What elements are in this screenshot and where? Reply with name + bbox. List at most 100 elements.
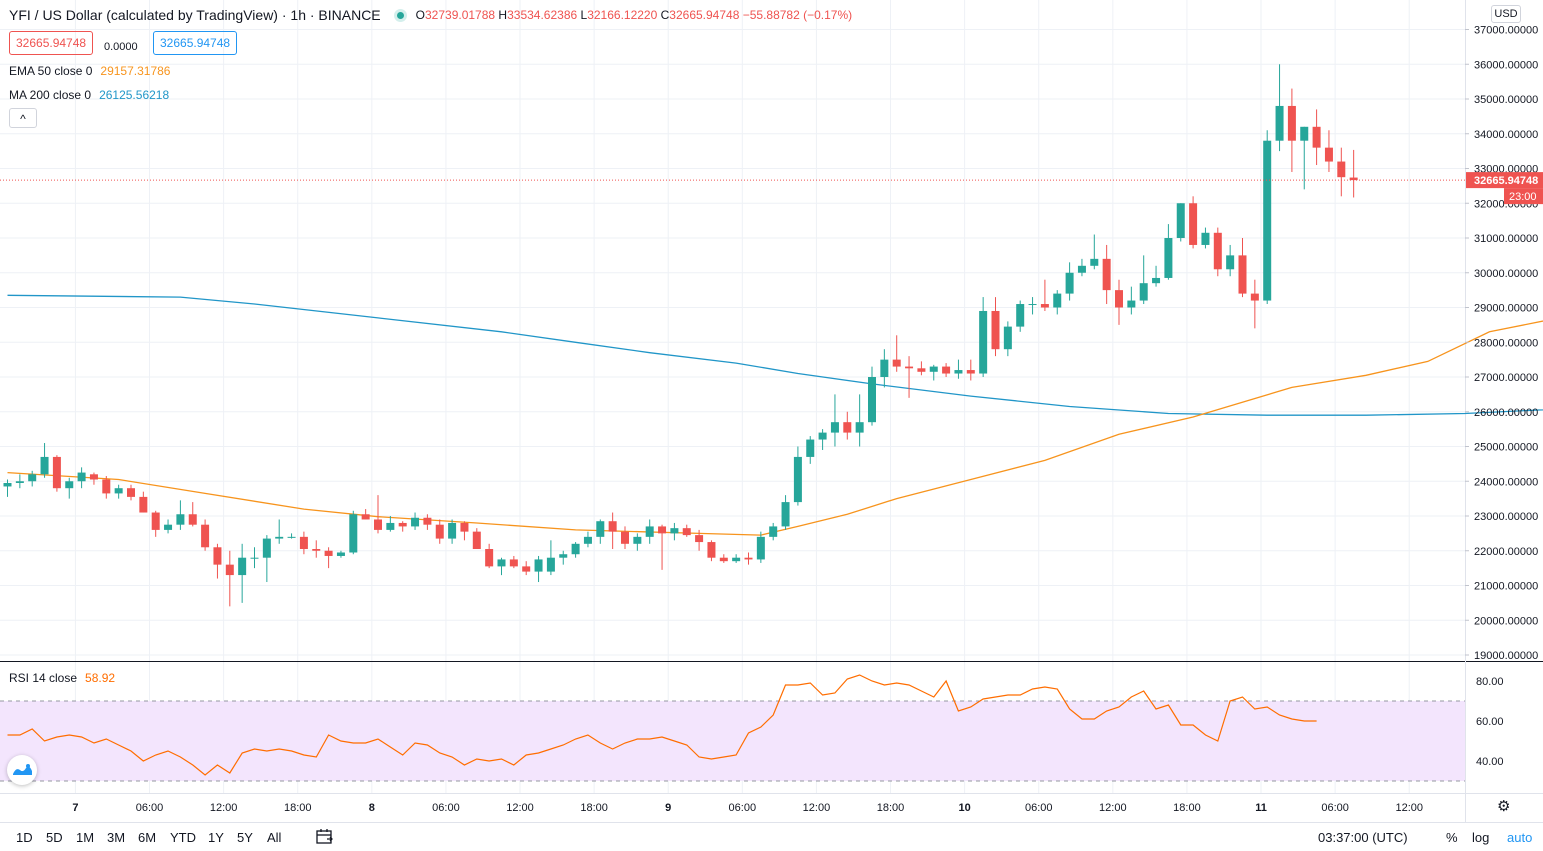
candle-body [633, 536, 642, 544]
candle-body [139, 496, 148, 513]
candle [497, 557, 506, 576]
sell-price-box[interactable]: 32665.94748 [9, 31, 94, 55]
last-price-label: 32665.94748 [1474, 175, 1538, 187]
candle [460, 521, 469, 541]
price-tick-label: 22000.00000 [1474, 546, 1538, 558]
candle [1189, 196, 1198, 249]
price-tick-label: 25000.00000 [1474, 442, 1538, 454]
candle [1312, 109, 1321, 166]
calendar-goto-icon[interactable] [315, 828, 335, 849]
bottom-toolbar: 1D 5D 1M 3M 6M YTD 1Y 5Y All 03:37:00 (U… [0, 823, 1543, 851]
candle-body [114, 488, 123, 494]
tradingview-logo-icon[interactable] [7, 755, 37, 785]
candle-body [102, 479, 111, 494]
grid-lines [0, 0, 1465, 793]
price-tick-label: 36000.00000 [1474, 59, 1538, 71]
candle-body [830, 422, 839, 433]
utc-clock[interactable]: 03:37:00 (UTC) [1318, 830, 1408, 845]
candle [719, 554, 728, 563]
rsi-legend[interactable]: RSI 14 close 58.92 [9, 671, 115, 685]
collapse-legend-button[interactable]: ^ [9, 108, 37, 128]
range-button-5y[interactable]: 5Y [237, 830, 253, 845]
candle [682, 524, 691, 537]
candle-body [682, 528, 691, 536]
currency-label[interactable]: USD [1491, 5, 1521, 23]
candle [929, 364, 938, 381]
candle [77, 467, 86, 489]
buy-price-box[interactable]: 32665.94748 [153, 31, 238, 55]
candle-body [596, 521, 605, 537]
candle-body [1127, 300, 1136, 308]
range-button-all[interactable]: All [267, 830, 282, 845]
candle [695, 529, 704, 551]
time-tick-label: 18:00 [877, 802, 905, 814]
candle-body [658, 526, 667, 534]
candle-body [213, 547, 222, 565]
ema-name: EMA 50 close 0 [9, 64, 93, 78]
range-button-1d[interactable]: 1D [16, 830, 33, 845]
candle [262, 535, 271, 583]
candle [15, 474, 24, 489]
candle [707, 540, 716, 562]
candle [608, 512, 617, 550]
legend-ma[interactable]: MA 200 close 0 26125.56218 [9, 88, 169, 102]
candle [52, 455, 61, 492]
candle-body [1176, 203, 1185, 238]
candle-body [793, 456, 802, 503]
range-button-1y[interactable]: 1Y [208, 830, 224, 845]
log-scale-toggle[interactable]: log [1472, 830, 1490, 845]
candle [534, 555, 543, 583]
rsi-tick-label: 60.00 [1476, 716, 1504, 728]
candle [1003, 321, 1012, 357]
price-tick-label: 19000.00000 [1474, 650, 1538, 662]
candle-body [1028, 304, 1037, 306]
range-button-5d[interactable]: 5D [46, 830, 63, 845]
candle-body [522, 566, 531, 572]
candle-body [917, 368, 926, 372]
candle-body [1065, 272, 1074, 294]
candle-body [645, 526, 654, 537]
ma-value: 26125.56218 [99, 88, 170, 102]
time-tick-label: 9 [665, 802, 671, 814]
rsi-name: RSI 14 close [9, 671, 78, 685]
candle [1016, 300, 1025, 332]
candle-body [485, 549, 494, 567]
candle [756, 531, 765, 563]
candle-body [744, 557, 753, 560]
candle-body [349, 514, 358, 553]
percent-scale-toggle[interactable]: % [1446, 830, 1458, 845]
candle [238, 543, 247, 603]
symbol-title[interactable]: YFI / US Dollar (calculated by TradingVi… [9, 7, 381, 23]
candle-body [386, 522, 395, 530]
range-button-6m[interactable]: 6M [138, 830, 157, 845]
candle [991, 297, 1000, 357]
candle-body [966, 370, 975, 374]
candle [806, 436, 815, 464]
candle-body [719, 557, 728, 562]
candle [1176, 203, 1185, 242]
high-value: 33534.62386 [507, 8, 578, 22]
candle [1263, 130, 1272, 305]
candle-body [670, 528, 679, 534]
candle-body [707, 542, 716, 558]
candle [596, 519, 605, 544]
candle-body [324, 550, 333, 556]
candle [1201, 227, 1210, 249]
candle-body [546, 557, 555, 572]
range-button-ytd[interactable]: YTD [170, 830, 196, 845]
legend-ema[interactable]: EMA 50 close 0 29157.31786 [9, 64, 170, 78]
candle-body [1139, 283, 1148, 301]
candle-body [374, 519, 382, 530]
candle [1090, 234, 1099, 270]
low-value: 32166.12220 [587, 8, 658, 22]
time-tick-label: 10 [959, 802, 971, 814]
range-button-3m[interactable]: 3M [107, 830, 126, 845]
auto-scale-toggle[interactable]: auto [1507, 830, 1533, 845]
candle-body [201, 524, 210, 548]
candle [892, 335, 901, 372]
candle-body [843, 422, 852, 433]
range-button-1m[interactable]: 1M [76, 830, 95, 845]
settings-gear-icon[interactable]: ⚙ [1497, 798, 1511, 815]
candle [114, 484, 123, 499]
